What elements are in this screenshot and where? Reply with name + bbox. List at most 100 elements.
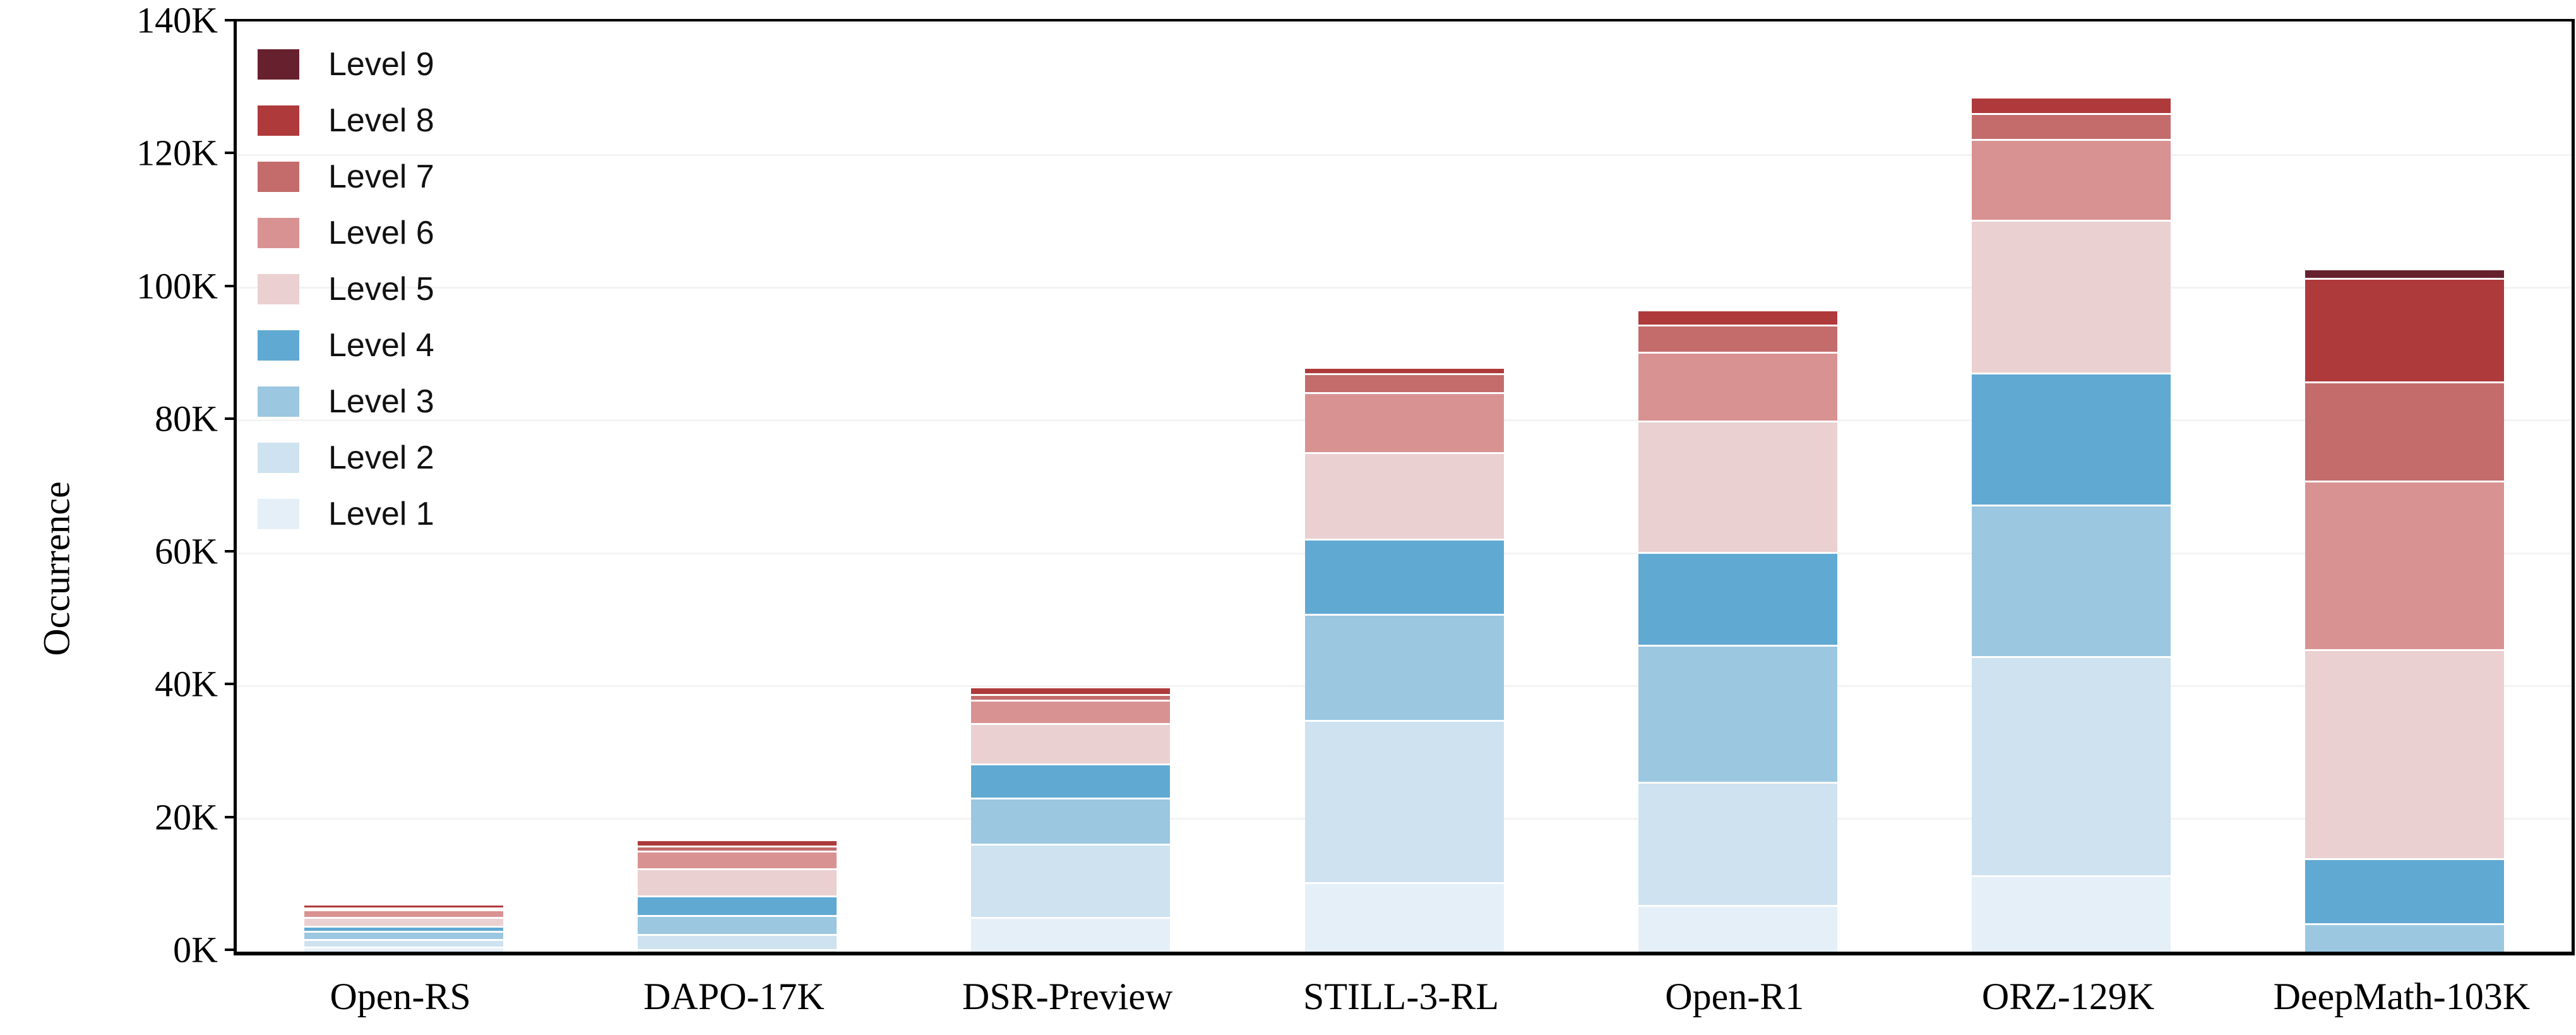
bar-DSR-Preview bbox=[971, 688, 1171, 952]
legend-swatch-level-3 bbox=[258, 386, 299, 417]
segment-level-1-Open-RS bbox=[304, 947, 503, 952]
segment-level-6-ORZ-129K bbox=[1972, 140, 2171, 221]
segment-separator bbox=[637, 851, 837, 853]
segment-separator bbox=[2305, 278, 2505, 280]
gridline-140K bbox=[237, 21, 2572, 23]
gridline-100K bbox=[237, 287, 2572, 289]
segment-level-8-ORZ-129K bbox=[1972, 98, 2171, 114]
segment-level-3-DSR-Preview bbox=[971, 798, 1171, 845]
y-tick-label: 20K bbox=[155, 796, 218, 838]
segment-separator bbox=[1304, 614, 1504, 616]
segment-level-7-Open-R1 bbox=[1638, 325, 1837, 353]
legend-label: Level 2 bbox=[328, 440, 434, 476]
segment-separator bbox=[1972, 372, 2171, 374]
legend-row-level-8: Level 8 bbox=[258, 95, 434, 146]
legend-swatch-level-8 bbox=[258, 105, 299, 136]
x-tick-label-Open-RS: Open-RS bbox=[330, 976, 471, 1017]
segment-level-4-Open-R1 bbox=[1638, 553, 1837, 646]
segment-level-5-DAPO-17K bbox=[637, 869, 837, 897]
y-tick-mark bbox=[225, 550, 235, 553]
legend-row-level-7: Level 7 bbox=[258, 152, 434, 202]
legend-label: Level 9 bbox=[328, 46, 434, 83]
bar-Open-R1 bbox=[1638, 311, 1837, 952]
segment-separator bbox=[1304, 392, 1504, 395]
y-tick-mark bbox=[225, 284, 235, 287]
segment-separator bbox=[637, 845, 837, 847]
gridline-120K bbox=[237, 153, 2572, 156]
legend-label: Level 6 bbox=[328, 215, 434, 251]
legend-label: Level 3 bbox=[328, 383, 434, 420]
segment-level-6-Open-RS bbox=[304, 910, 503, 918]
segment-level-8-STILL-3-RL bbox=[1304, 368, 1504, 374]
segment-separator bbox=[1972, 219, 2171, 222]
bar-DeepMath-103K bbox=[2305, 270, 2505, 952]
segment-separator bbox=[1972, 138, 2171, 141]
segment-level-7-DSR-Preview bbox=[971, 695, 1171, 701]
segment-level-4-DeepMath-103K bbox=[2305, 859, 2505, 924]
segment-level-3-ORZ-129K bbox=[1972, 505, 2171, 657]
segment-separator bbox=[1304, 373, 1504, 375]
y-tick-label: 60K bbox=[155, 530, 218, 572]
legend-label: Level 7 bbox=[328, 159, 434, 195]
segment-level-6-DAPO-17K bbox=[637, 851, 837, 870]
segment-separator bbox=[2305, 649, 2505, 652]
bar-ORZ-129K bbox=[1972, 98, 2171, 952]
segment-separator bbox=[637, 895, 837, 897]
segment-level-1-DSR-Preview bbox=[971, 918, 1171, 952]
segment-separator bbox=[304, 909, 503, 912]
segment-separator bbox=[1304, 538, 1504, 541]
segment-separator bbox=[971, 916, 1171, 919]
segment-level-3-DeepMath-103K bbox=[2305, 924, 2505, 952]
segment-level-6-STILL-3-RL bbox=[1304, 393, 1504, 453]
segment-level-5-DSR-Preview bbox=[971, 724, 1171, 765]
segment-level-7-DeepMath-103K bbox=[2305, 382, 2505, 482]
segment-level-8-DAPO-17K bbox=[637, 841, 837, 847]
legend-label: Level 8 bbox=[328, 102, 434, 139]
segment-separator bbox=[1638, 644, 1837, 647]
segment-separator bbox=[971, 700, 1171, 702]
bar-DAPO-17K bbox=[637, 841, 837, 952]
x-tick-label-DAPO-17K: DAPO-17K bbox=[643, 976, 825, 1017]
legend-row-level-9: Level 9 bbox=[258, 39, 434, 90]
segment-separator bbox=[304, 926, 503, 928]
legend-row-level-3: Level 3 bbox=[258, 376, 434, 427]
segment-separator bbox=[971, 763, 1171, 765]
y-tick-mark bbox=[225, 152, 235, 155]
segment-level-5-Open-RS bbox=[304, 918, 503, 927]
segment-separator bbox=[304, 907, 503, 910]
x-tick-label-DeepMath-103K: DeepMath-103K bbox=[2273, 976, 2531, 1017]
y-tick-label: 40K bbox=[155, 663, 218, 705]
legend-swatch-level-5 bbox=[258, 274, 299, 304]
legend-swatch-level-9 bbox=[258, 49, 299, 80]
x-tick-label-DSR-Preview: DSR-Preview bbox=[962, 976, 1173, 1017]
segment-level-2-Open-RS bbox=[304, 940, 503, 948]
segment-level-2-DSR-Preview bbox=[971, 844, 1171, 918]
segment-separator bbox=[2305, 381, 2505, 384]
segment-separator bbox=[2305, 858, 2505, 861]
segment-separator bbox=[971, 797, 1171, 799]
y-tick-label: 0K bbox=[173, 929, 218, 971]
legend-swatch-level-2 bbox=[258, 443, 299, 473]
segment-separator bbox=[1304, 719, 1504, 722]
segment-separator bbox=[1972, 504, 2171, 506]
legend-label: Level 5 bbox=[328, 271, 434, 308]
legend-row-level-1: Level 1 bbox=[258, 489, 434, 539]
segment-level-2-ORZ-129K bbox=[1972, 657, 2171, 876]
bar-STILL-3-RL bbox=[1304, 368, 1504, 952]
segment-level-7-Open-RS bbox=[304, 908, 503, 911]
segment-level-4-DSR-Preview bbox=[971, 764, 1171, 799]
segment-level-9-DeepMath-103K bbox=[2305, 270, 2505, 279]
segment-separator bbox=[304, 938, 503, 941]
segment-separator bbox=[1638, 421, 1837, 423]
legend-swatch-level-7 bbox=[258, 162, 299, 192]
legend-label: Level 1 bbox=[328, 496, 434, 532]
segment-level-3-DAPO-17K bbox=[637, 916, 837, 935]
segment-level-3-STILL-3-RL bbox=[1304, 614, 1504, 721]
y-tick-label: 140K bbox=[136, 0, 218, 41]
x-tick-label-Open-R1: Open-R1 bbox=[1665, 976, 1804, 1017]
segment-level-1-ORZ-129K bbox=[1972, 876, 2171, 952]
legend-row-level-4: Level 4 bbox=[258, 320, 434, 371]
segment-separator bbox=[1638, 551, 1837, 554]
segment-level-8-Open-R1 bbox=[1638, 311, 1837, 326]
